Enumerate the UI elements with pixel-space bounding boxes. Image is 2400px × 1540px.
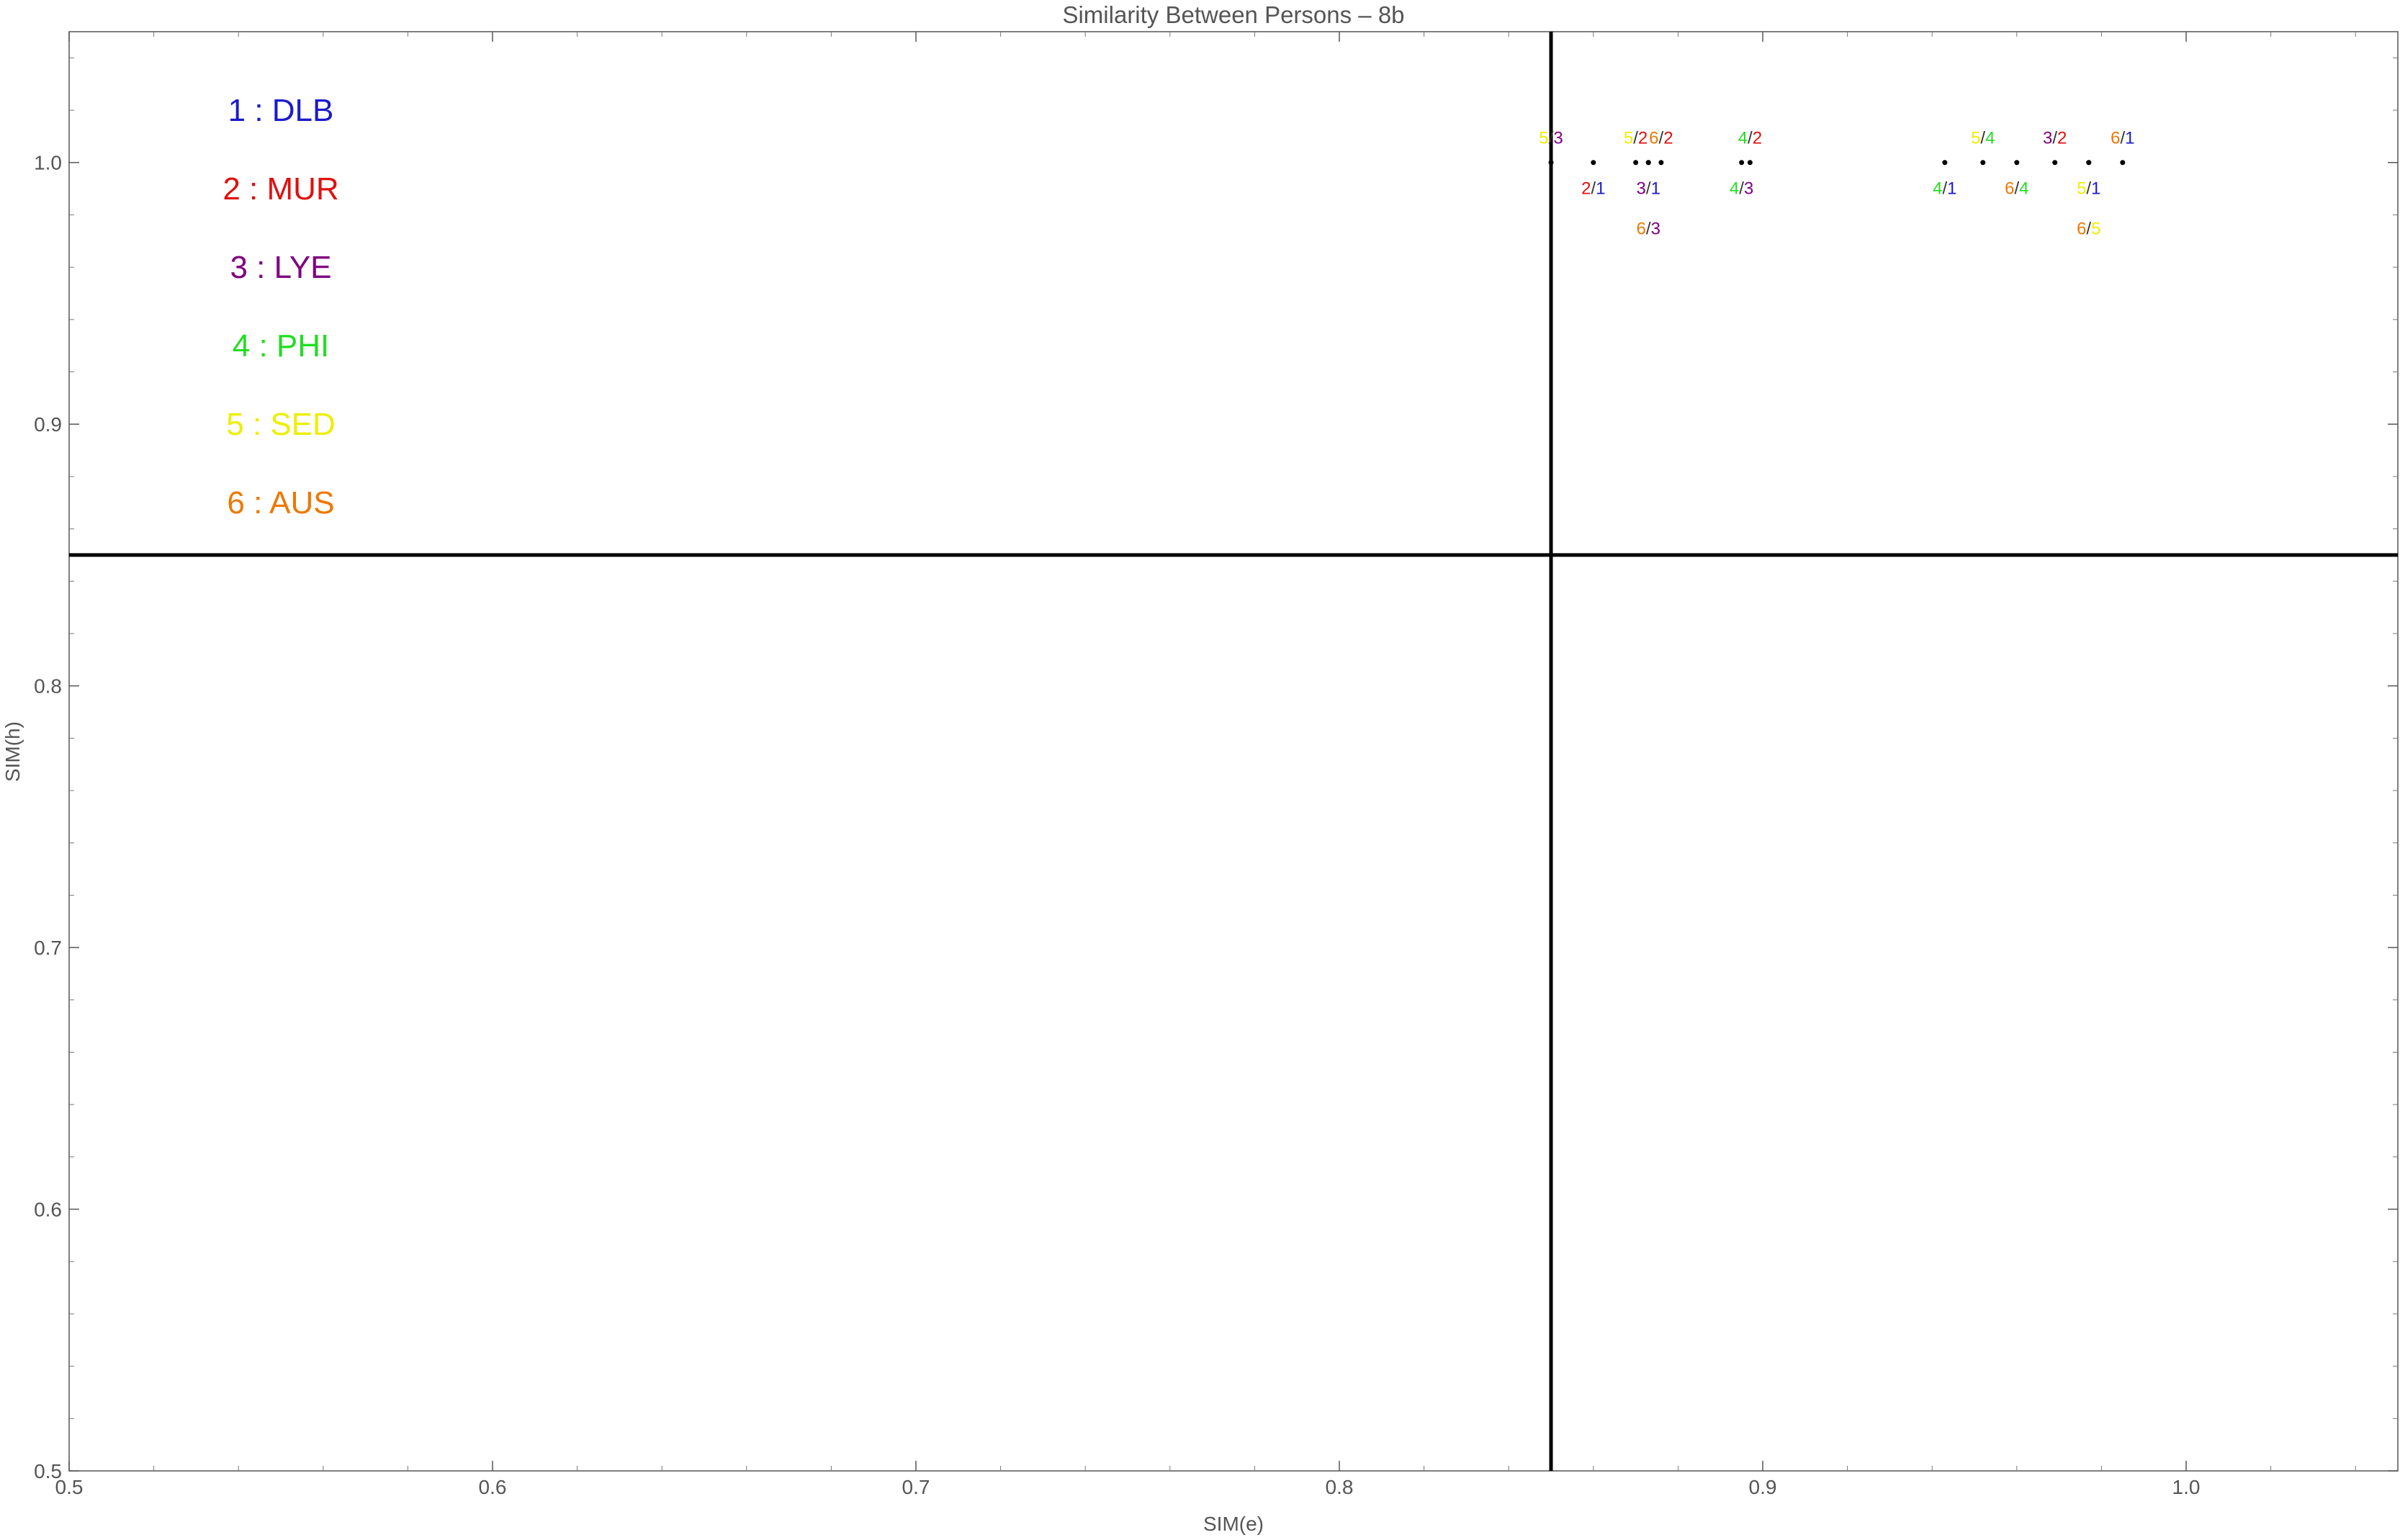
chart-title: Similarity Between Persons – 8b [1062, 1, 1404, 28]
point-label: 5/1 [2077, 179, 2100, 199]
plot-area: 0.5 0.6 0.7 0.8 0.9 1.0 0.5 0.6 0.7 0.8 0.9 1.0 1 : … [34, 31, 2399, 1498]
data-point [1980, 160, 1986, 166]
y-tick-label: 0.8 [34, 675, 62, 698]
y-axis-title: SIM(h) [1, 721, 24, 782]
point-label: 4/2 [1738, 129, 1762, 148]
x-tick-label: 0.8 [1326, 1476, 1354, 1498]
legend-item-2: 2 : MUR [223, 171, 338, 207]
legend-item-5: 5 : SED [226, 407, 336, 442]
point-label: 6/5 [2077, 220, 2100, 239]
legend-item-6: 6 : AUS [227, 485, 334, 521]
point-label: 3/2 [2043, 129, 2067, 148]
data-point [1658, 160, 1664, 166]
data-point [1739, 160, 1745, 166]
y-tick-label: 0.5 [34, 1460, 62, 1482]
point-label: 5/3 [1539, 129, 1563, 148]
point-label: 3/1 [1637, 179, 1660, 199]
x-tick-label: 1.0 [2172, 1476, 2201, 1498]
legend-item-4: 4 : PHI [233, 328, 330, 364]
legend-item-3: 3 : LYE [230, 250, 331, 285]
y-tick-label: 0.6 [34, 1199, 62, 1221]
point-label: 4/1 [1933, 179, 1956, 199]
point-label: 6/2 [1649, 129, 1673, 148]
point-label: 6/1 [2111, 129, 2134, 148]
data-point [1548, 160, 1554, 166]
y-tick-label: 0.7 [34, 937, 62, 959]
data-point [1645, 160, 1651, 166]
data-point [2052, 160, 2058, 166]
point-label: 2/1 [1581, 179, 1605, 199]
x-tick-label: 0.9 [1749, 1476, 1777, 1498]
legend-item-1: 1 : DLB [228, 93, 334, 128]
data-point [1747, 160, 1753, 166]
data-point [2014, 160, 2020, 166]
y-tick-label: 1.0 [34, 152, 62, 174]
y-tick-label: 0.9 [34, 413, 62, 436]
point-label: 6/3 [1637, 220, 1660, 239]
point-label: 5/4 [1971, 129, 1995, 148]
x-tick-label: 0.5 [55, 1476, 84, 1498]
x-tick-label: 0.7 [902, 1476, 930, 1498]
data-point [2120, 160, 2126, 166]
plot-frame [68, 31, 2399, 1472]
x-tick-label: 0.6 [479, 1476, 507, 1498]
data-point [2086, 160, 2092, 166]
x-axis-title: SIM(e) [1203, 1513, 1264, 1535]
data-point [1942, 160, 1948, 166]
point-label: 4/3 [1730, 179, 1753, 199]
point-label: 6/4 [2005, 179, 2028, 199]
data-point [1633, 160, 1639, 166]
point-label: 5/2 [1624, 129, 1648, 148]
data-point [1591, 160, 1596, 166]
